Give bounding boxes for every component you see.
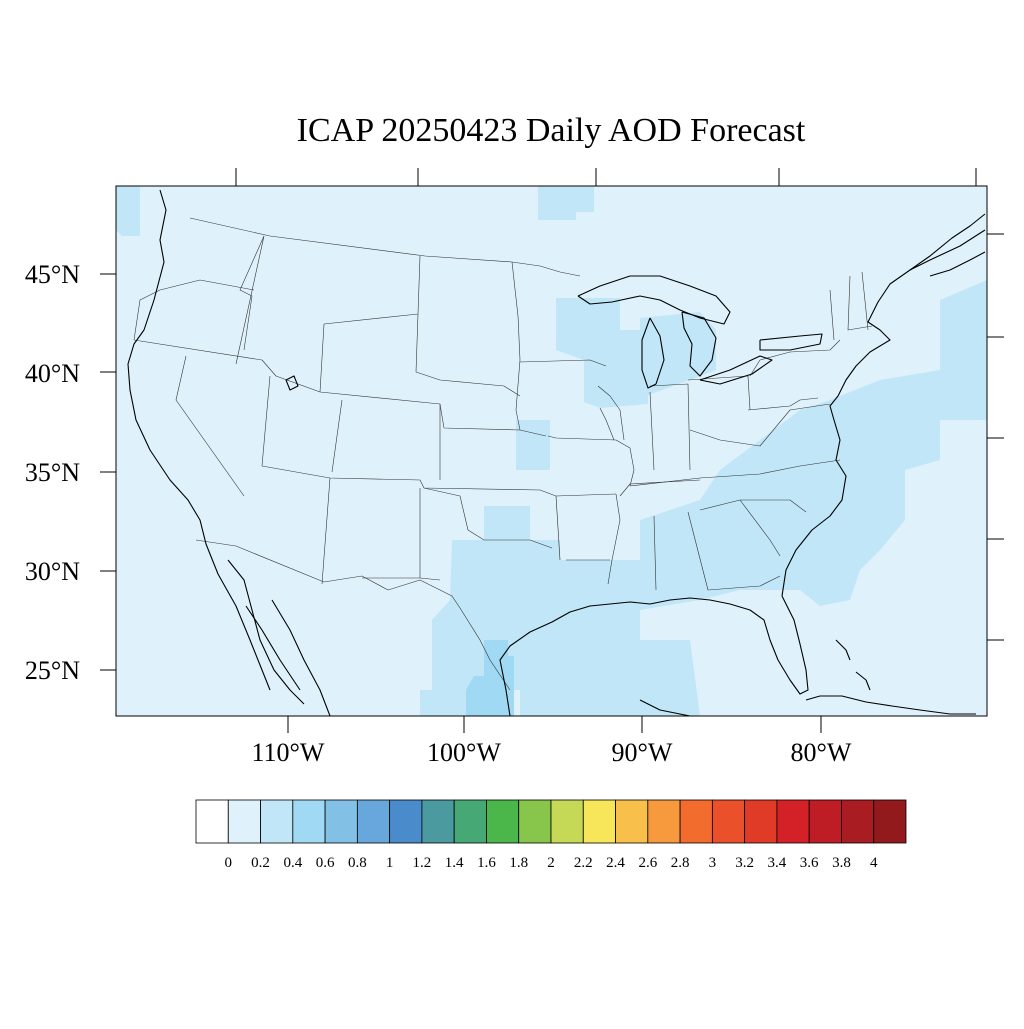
lat-label: 25°N <box>25 656 80 685</box>
colorbar-swatch <box>647 799 681 844</box>
aod-shading <box>116 186 987 716</box>
colorbar-swatch <box>227 799 261 844</box>
colorbar-label: 1.6 <box>477 855 496 871</box>
colorbar-label: 4 <box>870 855 878 871</box>
aod-cell <box>538 186 594 220</box>
aod-cell <box>344 708 360 716</box>
lat-label: 45°N <box>25 260 80 289</box>
map-title: ICAP 20250423 Daily AOD Forecast <box>297 112 806 149</box>
lon-label: 90°W <box>612 738 673 767</box>
colorbar-label: 3.8 <box>832 855 851 871</box>
map-area <box>116 186 987 716</box>
colorbar-label: 0.6 <box>316 855 335 871</box>
colorbar-label: 0.4 <box>283 855 302 871</box>
colorbar-swatch <box>582 799 616 844</box>
longitude-labels: 110°W 100°W 90°W 80°W <box>252 738 852 767</box>
colorbar-label: 1.2 <box>413 855 432 871</box>
aod-cell <box>420 280 987 716</box>
lon-label: 80°W <box>791 738 852 767</box>
colorbar-swatch <box>808 799 842 844</box>
latitude-labels: 45°N 40°N 35°N 30°N 25°N <box>25 260 80 685</box>
colorbar-swatch <box>260 799 294 844</box>
colorbar-swatch <box>356 799 391 844</box>
aod-cell <box>556 298 716 408</box>
colorbar-swatch <box>292 799 326 844</box>
colorbar-swatch <box>744 799 778 844</box>
map-frame <box>115 185 988 717</box>
colorbar-swatch <box>486 799 520 844</box>
lon-label: 110°W <box>252 738 325 767</box>
colorbar-label: 2.8 <box>671 855 690 871</box>
colorbar-swatch <box>195 799 229 844</box>
lat-label: 40°N <box>25 359 80 388</box>
colorbar-swatch <box>453 799 487 844</box>
colorbar-swatch <box>711 799 746 844</box>
colorbar-label: 1 <box>386 855 394 871</box>
lat-label: 35°N <box>25 458 80 487</box>
lon-label: 100°W <box>427 738 501 767</box>
colorbar-label: 2.2 <box>574 855 593 871</box>
colorbar-swatch <box>550 799 584 844</box>
colorbar-swatch <box>776 799 810 844</box>
coastlines <box>127 189 986 716</box>
colorbar-label: 2.6 <box>638 855 657 871</box>
colorbar-swatch <box>873 799 907 844</box>
colorbar <box>195 799 907 844</box>
colorbar-label: 3.6 <box>800 855 819 871</box>
colorbar-label: 3.4 <box>768 855 787 871</box>
colorbar-label: 1.8 <box>509 855 528 871</box>
colorbar-label: 2 <box>547 855 555 871</box>
colorbar-swatch <box>324 799 358 844</box>
colorbar-labels: 0 0.2 0.4 0.6 0.8 1 1.2 1.4 1.6 1.8 2 2.2 2.4 2.6 2.8 3… <box>225 855 878 871</box>
colorbar-swatch <box>615 799 649 844</box>
colorbar-swatch <box>841 799 875 844</box>
colorbar-label: 2.4 <box>606 855 625 871</box>
colorbar-label: 3.2 <box>735 855 754 871</box>
colorbar-swatch <box>389 799 423 844</box>
lat-label: 30°N <box>25 557 80 586</box>
colorbar-label: 0.2 <box>251 855 270 871</box>
colorbar-swatch <box>679 799 713 844</box>
colorbar-label: 3 <box>709 855 717 871</box>
state-borders <box>133 217 873 691</box>
aod-cell <box>466 640 514 716</box>
colorbar-label: 0 <box>225 855 233 871</box>
aod-cell <box>116 186 140 236</box>
colorbar-swatch <box>421 799 455 844</box>
colorbar-label: 1.4 <box>445 855 464 871</box>
colorbar-label: 0.8 <box>348 855 367 871</box>
axis-ticks <box>100 168 1004 733</box>
aod-cell <box>516 420 550 470</box>
colorbar-swatch <box>518 799 552 844</box>
